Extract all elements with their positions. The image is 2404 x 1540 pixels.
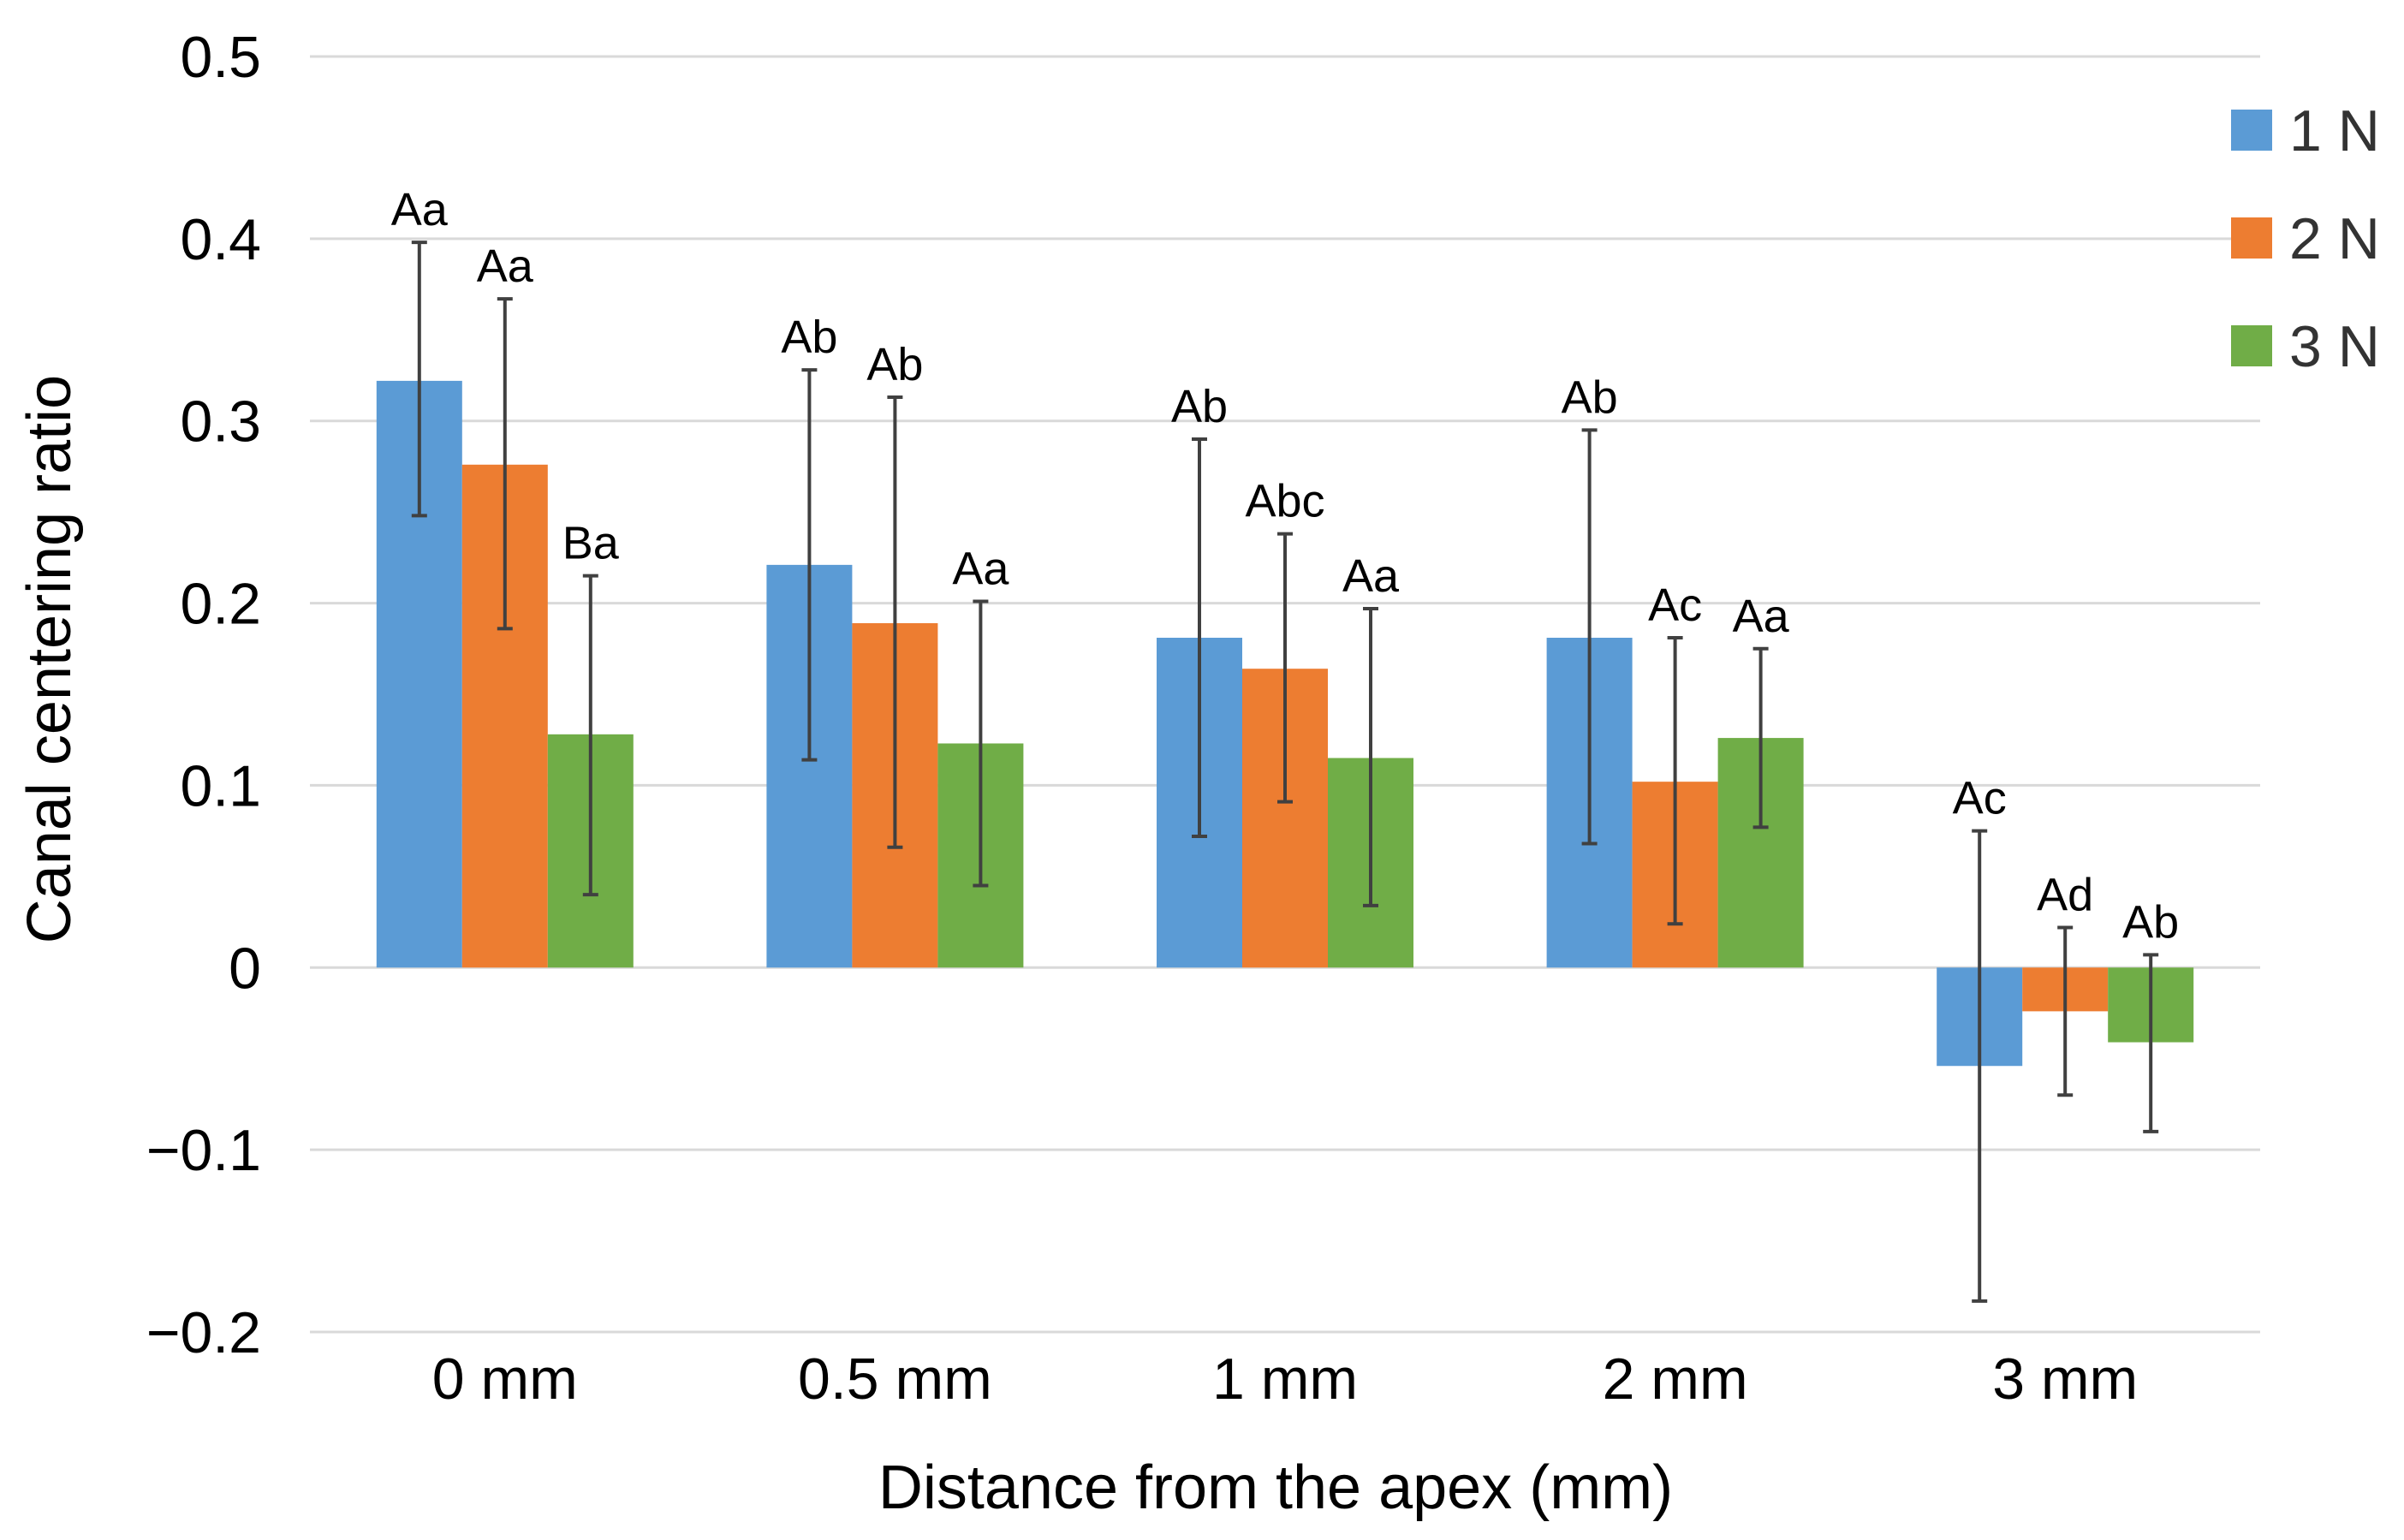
x-tick-label: 3 mm bbox=[1992, 1347, 2138, 1412]
significance-label: Aa bbox=[477, 241, 534, 292]
legend-label: 1 N bbox=[2289, 98, 2380, 164]
significance-label: Ac bbox=[1953, 773, 2007, 824]
y-tick-label: −0.2 bbox=[146, 1300, 261, 1365]
x-tick-label: 1 mm bbox=[1212, 1347, 1358, 1412]
legend-swatch bbox=[2231, 325, 2272, 366]
y-axis-title: Canal centering ratio bbox=[15, 375, 84, 943]
y-tick-label: 0 bbox=[229, 936, 261, 1001]
significance-label: Ac bbox=[1648, 580, 1702, 631]
y-tick-label: 0.1 bbox=[180, 753, 261, 818]
significance-label: Aa bbox=[1342, 550, 1400, 602]
y-tick-label: 0.4 bbox=[180, 207, 261, 272]
significance-label: Ab bbox=[1562, 372, 1618, 423]
legend-swatch bbox=[2231, 217, 2272, 259]
x-tick-label: 2 mm bbox=[1603, 1347, 1748, 1412]
x-tick-label: 0 mm bbox=[432, 1347, 578, 1412]
y-tick-label: 0.2 bbox=[180, 572, 261, 637]
significance-label: Aa bbox=[952, 543, 1009, 594]
x-axis-ticks: 0 mm 0.5 mm 1 mm 2 mm 3 mm bbox=[432, 1347, 2138, 1412]
y-axis-ticks: −0.2 −0.1 0 0.1 0.2 0.3 0.4 0.5 bbox=[146, 25, 261, 1365]
x-tick-label: 0.5 mm bbox=[798, 1347, 992, 1412]
legend-swatch bbox=[2231, 110, 2272, 151]
significance-label: Ad bbox=[2037, 869, 2093, 920]
significance-label: Ab bbox=[781, 312, 837, 363]
significance-label: Aa bbox=[1733, 591, 1790, 642]
error-bars bbox=[411, 241, 2159, 1303]
significance-labels: Aa Ab Ab Ab Ac Aa Ab Abc Ac Ad Ba Aa Aa Aa Ab bbox=[391, 184, 2179, 948]
legend-label: 3 N bbox=[2289, 314, 2380, 379]
significance-label: Ab bbox=[1171, 381, 1228, 432]
significance-label: Ab bbox=[2122, 896, 2179, 948]
significance-label: Abc bbox=[1245, 476, 1324, 527]
significance-label: Aa bbox=[391, 184, 449, 235]
x-axis-title: Distance from the apex (mm) bbox=[878, 1454, 1673, 1522]
significance-label: Ba bbox=[562, 518, 620, 569]
bars bbox=[376, 380, 2194, 1067]
legend: 1 N 2 N 3 N bbox=[2231, 98, 2380, 379]
y-tick-label: −0.1 bbox=[146, 1118, 261, 1183]
legend-label: 2 N bbox=[2289, 206, 2380, 271]
y-tick-label: 0.5 bbox=[180, 25, 261, 90]
significance-label: Ab bbox=[866, 339, 923, 390]
y-tick-label: 0.3 bbox=[180, 389, 261, 455]
